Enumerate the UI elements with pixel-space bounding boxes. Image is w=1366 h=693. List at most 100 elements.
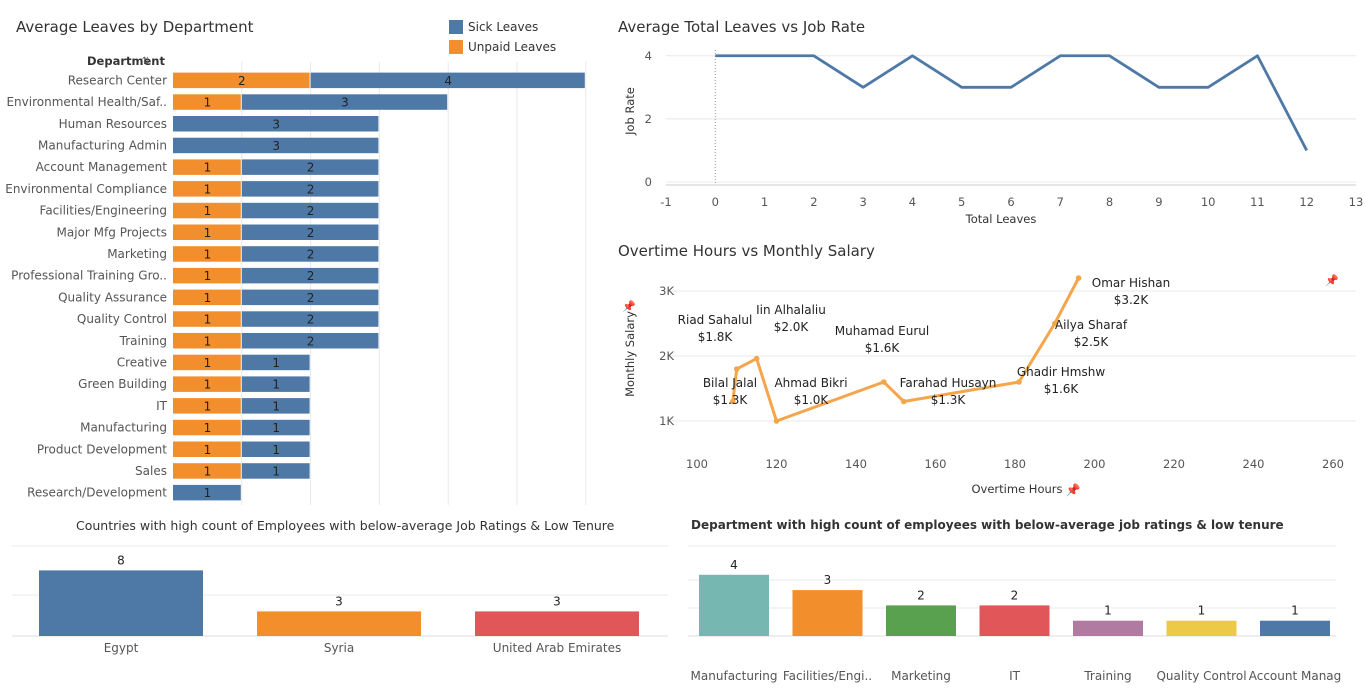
leaves-bar-label: 3: [272, 139, 280, 153]
leaves-bar[interactable]: [173, 202, 241, 219]
leaves-bar-label: 1: [272, 378, 280, 392]
leaves-bar[interactable]: [310, 72, 585, 89]
leaves-bar[interactable]: [173, 224, 241, 241]
leaves-category-label: Quality Control: [77, 312, 167, 326]
jobrate-xlabel: Total Leaves: [965, 212, 1037, 226]
leaves-bar[interactable]: [241, 246, 379, 262]
leaves-bar[interactable]: [241, 202, 379, 219]
departments-category-label: Quality Control: [1156, 669, 1246, 683]
leaves-category-label: Marketing: [107, 247, 167, 261]
leaves-bar-label: 1: [204, 334, 212, 348]
overtime-point[interactable]: [900, 398, 907, 405]
legend-item-sick[interactable]: Sick Leaves: [449, 17, 556, 37]
leaves-bar[interactable]: [173, 419, 241, 436]
leaves-bar[interactable]: [173, 289, 241, 306]
jobrate-xtick: 4: [909, 195, 916, 209]
leaves-category-label: Environmental Health/Saf..: [6, 95, 167, 109]
countries-bar[interactable]: [257, 611, 421, 636]
overtime-xtick: 160: [925, 457, 947, 471]
overtime-point[interactable]: [1051, 320, 1058, 327]
leaves-bar[interactable]: [241, 463, 310, 479]
jobrate-ytick: 4: [645, 49, 652, 63]
leaves-bar-label: 1: [204, 291, 212, 305]
leaves-bar[interactable]: [173, 159, 241, 175]
overtime-point[interactable]: [733, 366, 740, 372]
leaves-category-label: Facilities/Engineering: [40, 204, 167, 218]
leaves-bar[interactable]: [173, 398, 241, 414]
countries-category-label: Syria: [324, 641, 354, 655]
overtime-point[interactable]: [881, 379, 887, 385]
leaves-bar[interactable]: [173, 376, 241, 392]
leaves-bar[interactable]: [241, 354, 310, 371]
leaves-bar[interactable]: [173, 267, 241, 284]
leaves-bar[interactable]: [173, 246, 241, 262]
leaves-bar[interactable]: [173, 311, 241, 327]
departments-bar[interactable]: [1166, 620, 1237, 636]
departments-bar-label: 1: [1291, 604, 1299, 618]
leaves-bar-label: 1: [204, 356, 212, 370]
leaves-bar[interactable]: [241, 441, 310, 458]
leaves-bar[interactable]: [241, 181, 379, 197]
departments-bar[interactable]: [792, 590, 863, 636]
leaves-bar[interactable]: [173, 441, 241, 458]
jobrate-series-line: [715, 54, 1308, 152]
departments-bar[interactable]: [1073, 620, 1143, 636]
overtime-point[interactable]: [773, 418, 780, 424]
overtime-xtick: 200: [1084, 457, 1106, 471]
leaves-bar[interactable]: [241, 94, 448, 110]
leaves-category-label: Professional Training Gro..: [11, 269, 167, 283]
leaves-bar[interactable]: [241, 289, 379, 306]
leaves-category-label: Account Management: [36, 160, 168, 174]
overtime-point-name: Bilal Jalal: [703, 376, 757, 390]
departments-bar[interactable]: [699, 574, 769, 636]
overtime-point[interactable]: [1075, 275, 1082, 281]
leaves-bar[interactable]: [241, 398, 310, 414]
overtime-point[interactable]: [729, 398, 736, 405]
leaves-bar[interactable]: [173, 94, 241, 110]
departments-bar[interactable]: [979, 605, 1050, 636]
overtime-point-value: $1.0K: [794, 393, 830, 407]
leaves-bar[interactable]: [173, 181, 241, 197]
leaves-bar[interactable]: [173, 333, 241, 349]
leaves-bar-label: 2: [307, 161, 315, 175]
leaves-bar[interactable]: [173, 137, 379, 154]
jobrate-title: Average Total Leaves vs Job Rate: [618, 18, 866, 36]
overtime-point-name: Muhamad Eurul: [835, 324, 929, 338]
departments-bar[interactable]: [1260, 620, 1330, 636]
leaves-bar[interactable]: [173, 354, 241, 371]
leaves-bar[interactable]: [241, 159, 379, 175]
leaves-bar[interactable]: [173, 116, 379, 132]
jobrate-xtick: 11: [1250, 195, 1265, 209]
leaves-category-label: Training: [119, 334, 167, 348]
legend-item-unpaid[interactable]: Unpaid Leaves: [449, 37, 556, 57]
leaves-bar-label: 1: [204, 204, 212, 218]
leaves-bar-label: 2: [307, 204, 315, 218]
countries-bar[interactable]: [475, 611, 639, 636]
countries-bar[interactable]: [39, 570, 203, 636]
overtime-point-name: Ahmad Bikri: [774, 376, 847, 390]
leaves-bar-label: 1: [204, 378, 212, 392]
departments-bar[interactable]: [886, 605, 956, 636]
leaves-bar[interactable]: [241, 419, 310, 436]
leaves-bar[interactable]: [173, 463, 241, 479]
overtime-chart: 3K 2K 1K 100 120 140 160 180 200 220 240 260 Overtim…: [622, 273, 1356, 497]
leaves-bar-label: 1: [272, 399, 280, 413]
jobrate-xtick: 13: [1349, 195, 1364, 209]
leaves-bar[interactable]: [241, 267, 379, 284]
leaves-bar-label: 1: [272, 443, 280, 457]
leaves-bar[interactable]: [173, 484, 241, 501]
overtime-point[interactable]: [1016, 379, 1022, 385]
overtime-point[interactable]: [753, 355, 760, 362]
leaves-bar[interactable]: [241, 333, 379, 349]
leaves-bar[interactable]: [241, 311, 379, 327]
sort-icon[interactable]: ⇅: [142, 56, 150, 67]
departments-bar-label: 3: [824, 573, 832, 587]
leaves-bar[interactable]: [241, 224, 379, 241]
leaves-bar-label: 1: [204, 486, 212, 500]
overtime-point-value: $2.5K: [1074, 335, 1110, 349]
overtime-xtick: 260: [1322, 457, 1344, 471]
leaves-bar[interactable]: [173, 72, 310, 89]
overtime-point-name: Ailya Sharaf: [1055, 318, 1128, 332]
jobrate-xtick: 2: [810, 195, 817, 209]
leaves-bar[interactable]: [241, 376, 310, 392]
